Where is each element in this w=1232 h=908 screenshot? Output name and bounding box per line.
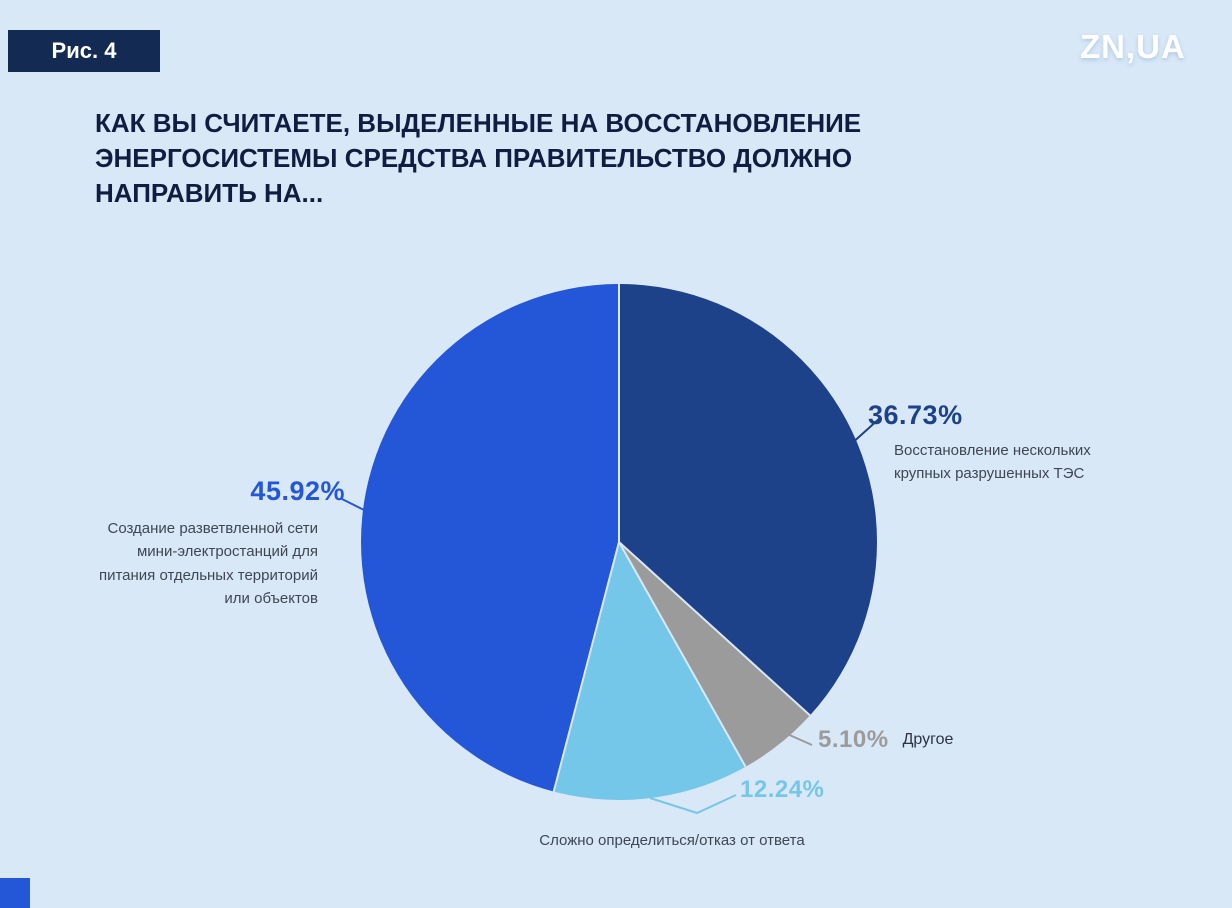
callout-mini-grid-label: Создание разветвленной сети мини-электро… — [98, 520, 318, 607]
callout-other: 5.10% Другое — [818, 726, 953, 754]
callout-tes-label: Восстановление нескольких крупных разруш… — [894, 442, 1091, 483]
callout-unsure-value: 12.24% — [740, 776, 825, 803]
corner-accent — [0, 878, 30, 908]
chart-title: КАК ВЫ СЧИТАЕТЕ, ВЫДЕЛЕННЫЕ НА ВОССТАНОВ… — [95, 108, 862, 209]
znua-logo: ZN,UA — [1080, 28, 1186, 65]
callout-unsure-label: Сложно определиться/отказ от ответа — [539, 832, 805, 849]
callout-tes-value: 36.73% — [868, 400, 963, 430]
callout-mini-grid-value: 45.92% — [250, 476, 345, 506]
callout-other-label: Другое — [902, 730, 954, 748]
callout-mini-grid: 45.92% Создание разветвленной сети мини-… — [95, 476, 345, 610]
callout-other-value: 5.10% — [818, 726, 889, 753]
figure-badge-label: Рис. 4 — [51, 38, 117, 63]
callout-unsure: 12.24% — [740, 776, 824, 804]
figure-badge: Рис. 4 — [8, 30, 160, 72]
leader-line-unsure — [649, 794, 737, 815]
callout-tes: 36.73% Восстановление нескольких крупных… — [868, 400, 1124, 486]
pie-chart — [361, 284, 877, 800]
